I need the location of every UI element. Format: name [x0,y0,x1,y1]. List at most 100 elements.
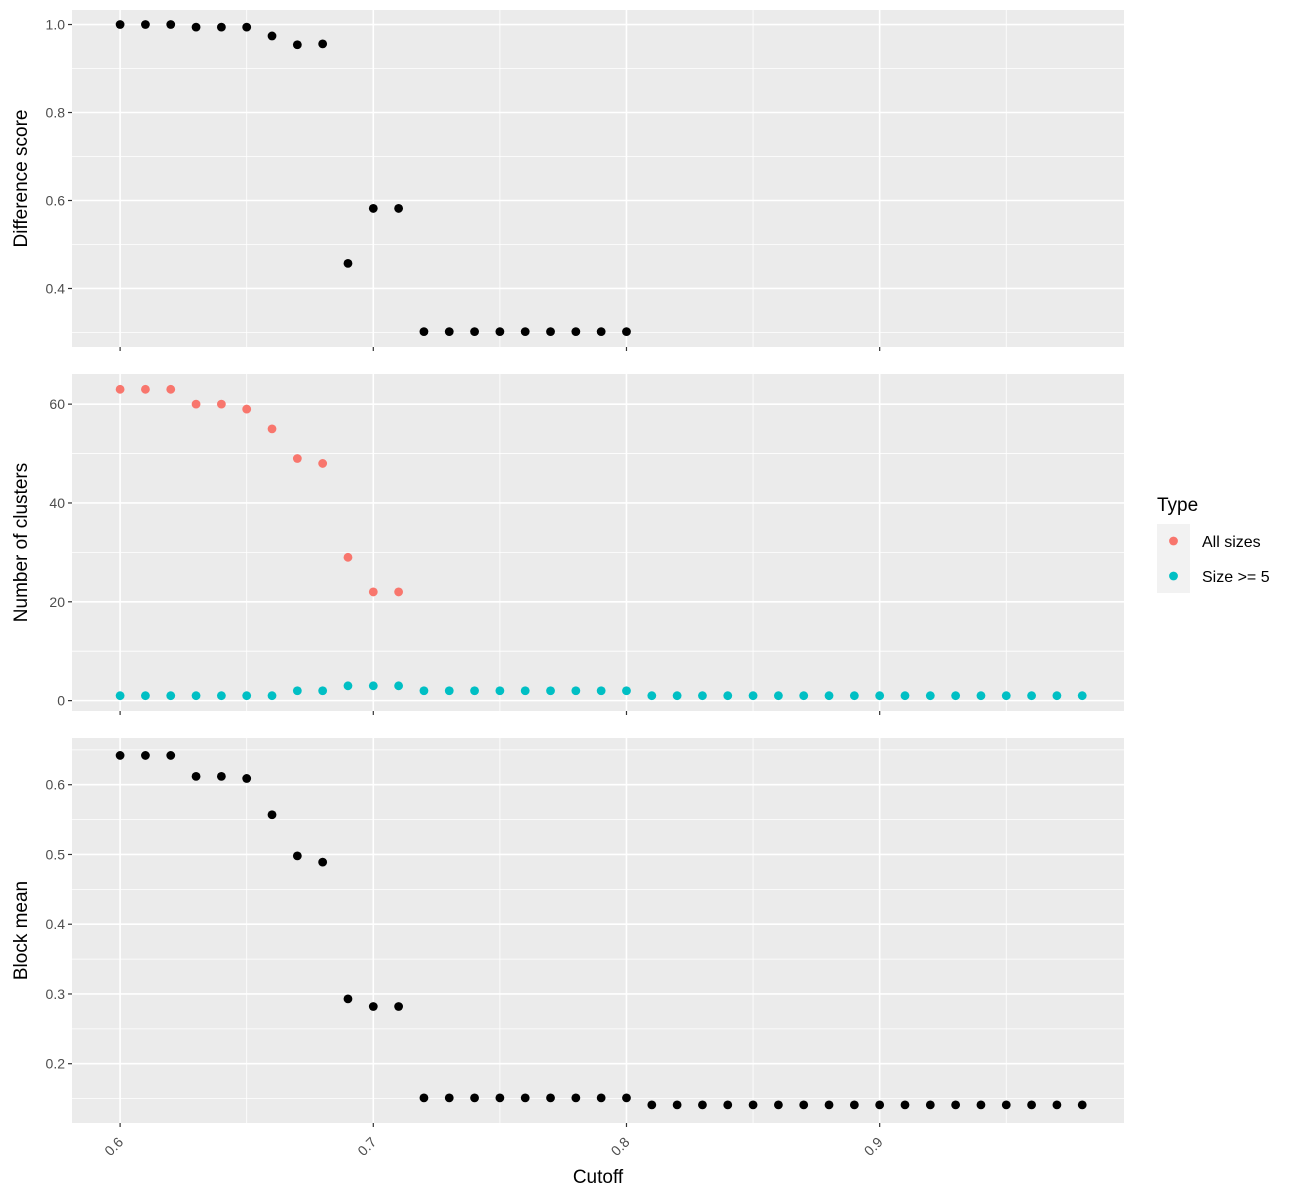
data-point [596,327,606,337]
data-point [824,1100,834,1110]
data-point [166,691,176,701]
data-point [925,1100,935,1110]
data-point [141,20,150,29]
data-point [368,681,378,691]
data-point [166,20,176,29]
data-point [242,404,252,414]
data-point [976,691,986,701]
data-point [900,691,910,701]
data-point [698,691,707,701]
data-point [571,1093,581,1103]
data-point [824,691,834,701]
data-point [141,691,150,701]
data-point [1077,1100,1087,1110]
legend-marker-all-sizes [1169,536,1178,546]
data-point [470,686,479,696]
data-point [520,1093,530,1103]
series-points [115,751,1087,1110]
y-tick-label: 0.6 [46,777,66,793]
series-all-sizes [115,384,404,597]
data-point [368,204,378,213]
data-point [773,691,783,701]
y-tick-label: 0.4 [46,280,66,296]
data-point [672,1100,682,1110]
series-points [115,20,631,337]
data-point [520,327,530,337]
data-point [1001,1100,1011,1110]
data-point [1001,691,1011,701]
data-point [647,691,657,701]
y-tick-label: 0.5 [46,846,66,862]
data-point [115,691,125,701]
data-point [267,424,277,434]
data-point [444,686,454,696]
data-point [444,1093,454,1103]
data-point [470,1093,479,1103]
y-tick-label: 0.6 [46,192,66,208]
data-point [1052,1100,1062,1110]
data-point [141,384,150,394]
data-point [951,691,961,701]
data-point [343,681,353,691]
data-point [115,751,125,760]
data-point [191,399,201,409]
data-point [318,686,328,696]
data-point [115,20,125,29]
x-tick-label: 0.8 [608,1134,633,1159]
legend-label-size-5: Size >= 5 [1202,569,1270,586]
y-tick-label: 0 [57,693,65,709]
data-point [394,204,404,213]
data-point [596,686,606,696]
legend-title: Type [1157,495,1198,516]
data-point [723,1100,733,1110]
data-point [242,22,252,32]
data-point [622,686,631,696]
data-point [216,22,226,32]
y-tick-label: 0.4 [46,916,66,932]
data-point [495,1093,505,1103]
data-point [292,40,302,50]
x-tick-label: 0.9 [861,1134,886,1159]
data-point [318,459,328,468]
y-tick-label: 0.3 [46,986,66,1002]
x-axis-title: Cutoff [573,1167,624,1188]
data-point [166,384,176,394]
y-axis-title: Block mean [11,881,32,980]
y-tick-label: 60 [49,396,65,412]
panel-difference-score: 0.4 0.6 0.8 1.0 Difference score [11,10,1124,351]
data-point [748,691,758,701]
data-point [394,587,404,597]
data-point [875,1100,885,1110]
data-point [546,686,555,696]
data-point [571,327,581,337]
data-point [368,1002,378,1011]
data-point [115,384,125,394]
data-point [773,1100,783,1110]
data-point [267,691,277,701]
data-point [191,771,201,781]
data-point [419,1093,429,1103]
data-point [698,1100,707,1110]
data-point [141,751,150,760]
y-tick-label: 0.2 [46,1056,66,1072]
data-point [318,857,328,867]
panel-background [72,374,1124,711]
panel-background [72,10,1124,347]
data-point [546,1093,555,1103]
data-point [292,454,302,463]
data-point [166,751,176,760]
data-point [419,686,429,696]
panel-block-mean: 0.2 0.3 0.4 0.5 0.6 Block mean 0.6 0.7 0.8 0.9 [11,738,1124,1159]
y-tick-label: 0.8 [46,105,66,121]
data-point [216,771,226,781]
legend-marker-size-5 [1169,571,1178,581]
data-point [292,686,302,696]
data-point [1027,691,1036,701]
legend-label-all-sizes: All sizes [1202,534,1261,551]
data-point [925,691,935,701]
x-tick-label: 0.7 [354,1134,379,1159]
data-point [951,1100,961,1110]
data-point [216,399,226,409]
data-point [394,681,404,691]
